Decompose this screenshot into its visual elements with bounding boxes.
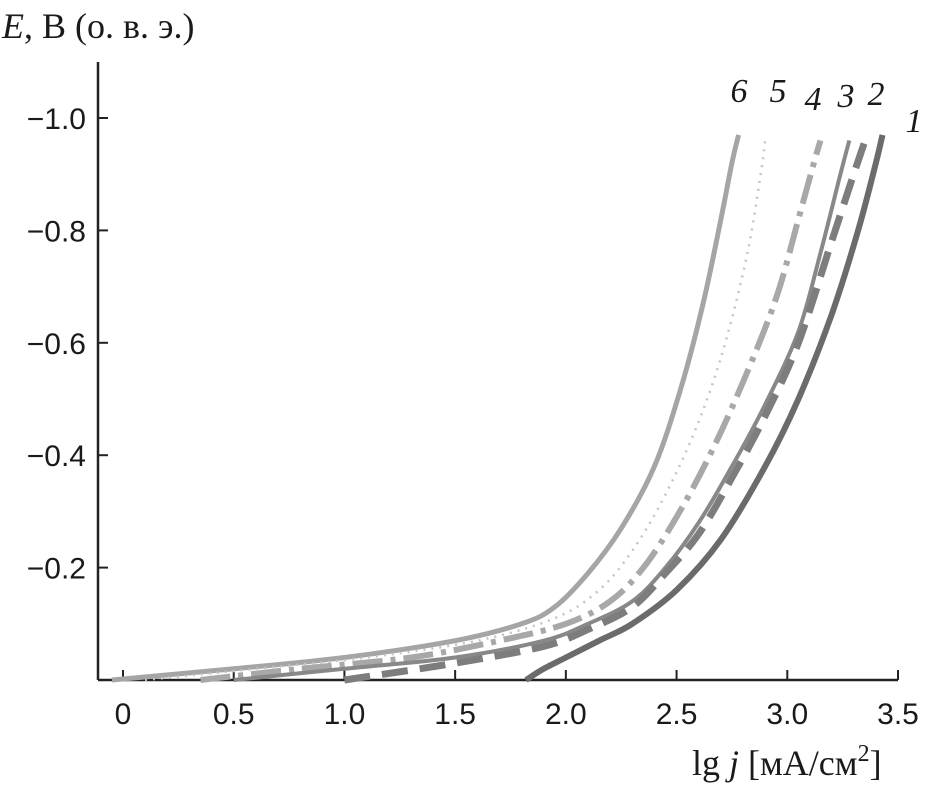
series-line-3 — [233, 139, 852, 682]
y-tick-label: −0.4 — [27, 440, 86, 473]
y-tick-label: −1.0 — [27, 103, 86, 136]
series-line-1 — [524, 134, 886, 683]
x-tick-label: 0.5 — [213, 698, 255, 731]
y-tick-label: −0.6 — [27, 328, 86, 361]
x-tick-label: 2.5 — [656, 698, 698, 731]
series-label-5: 5 — [770, 73, 787, 110]
x-tick-label: 1.0 — [324, 698, 366, 731]
series-label-2: 2 — [868, 76, 885, 113]
axes: 0 0.5 1.0 1.5 2.0 2.5 3.0 3.5 −0.2 −0.4 −0.6 −0.8 −1… — [27, 62, 919, 731]
x-tick-label: 1.5 — [434, 698, 476, 731]
series-label-1: 1 — [906, 103, 923, 140]
series-label-4: 4 — [805, 81, 822, 118]
curves — [111, 133, 886, 684]
y-tick-label: −0.8 — [27, 215, 86, 248]
x-axis-title: lg j [мА/см2] — [692, 741, 882, 783]
x-tick-label: 0 — [115, 698, 132, 731]
series-line-2 — [343, 133, 871, 684]
series-line-5 — [144, 140, 767, 682]
x-tick-label: 3.5 — [877, 698, 919, 731]
series-label-3: 3 — [837, 78, 855, 115]
series-label-6: 6 — [731, 73, 748, 110]
series-line-4 — [200, 139, 824, 683]
x-tick-label: 3.0 — [766, 698, 808, 731]
series-line-6 — [111, 134, 742, 683]
y-axis-title: E, В (о. в. э.) — [1, 6, 194, 46]
x-tick-label: 2.0 — [545, 698, 587, 731]
y-tick-label: −0.2 — [27, 553, 86, 586]
